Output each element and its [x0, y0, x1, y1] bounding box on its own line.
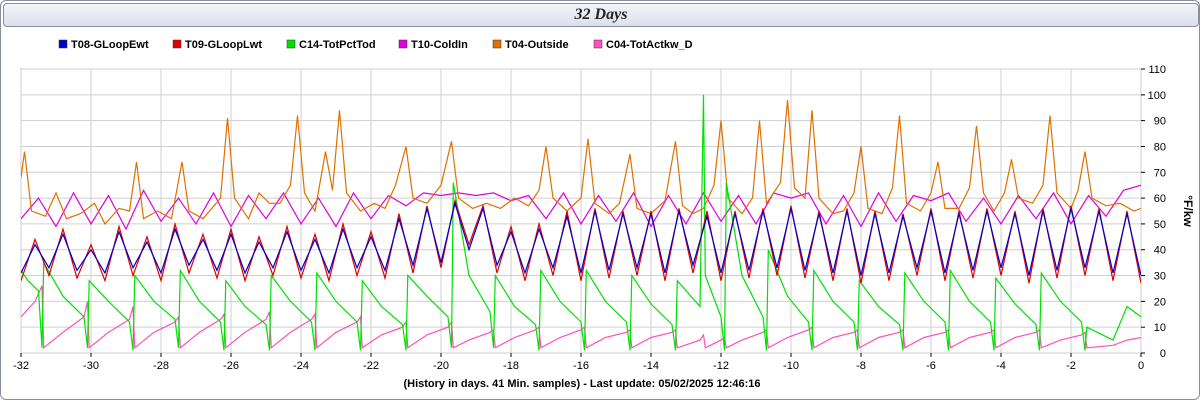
legend-label: T10-ColdIn	[411, 39, 468, 51]
y-tick-label: 10	[1154, 322, 1166, 334]
y-axis-label: °F/kw	[1181, 195, 1195, 227]
footer-text: (History in days. 41 Min. samples) - Las…	[403, 378, 760, 390]
y-tick-label: 50	[1154, 219, 1166, 231]
x-tick-label: -22	[363, 360, 379, 372]
x-tick-label: -24	[293, 360, 309, 372]
legend-swatch	[492, 39, 502, 49]
x-tick-label: -6	[926, 360, 936, 372]
title-bar: 32 Days	[3, 3, 1199, 27]
x-tick-label: -2	[1066, 360, 1076, 372]
legend-swatch	[593, 39, 603, 49]
legend-label: T08-GLoopEwt	[71, 39, 149, 51]
x-tick-label: -16	[573, 360, 589, 372]
y-tick-label: 80	[1154, 141, 1166, 153]
legend-label: C04-TotActkw_D	[606, 39, 693, 51]
x-tick-label: -8	[856, 360, 866, 372]
y-tick-label: 70	[1154, 167, 1166, 179]
legend-label: T04-Outside	[505, 39, 569, 51]
series-line-t08-gloopewt	[21, 200, 1141, 276]
y-tick-label: 100	[1148, 90, 1166, 102]
x-tick-label: -30	[83, 360, 99, 372]
legend-swatch	[172, 39, 182, 49]
chart-title: 32 Days	[574, 6, 628, 23]
x-tick-label: -18	[503, 360, 519, 372]
legend-swatch	[286, 39, 296, 49]
y-tick-label: 60	[1154, 193, 1166, 205]
series-line-t04-outside	[21, 99, 1141, 225]
x-tick-label: 0	[1138, 360, 1144, 372]
legend-label: T09-GLoopLwt	[185, 39, 262, 51]
y-tick-label: 90	[1154, 116, 1166, 128]
y-tick-label: 20	[1154, 296, 1166, 308]
y-tick-label: 40	[1154, 245, 1166, 257]
y-tick-label: 30	[1154, 271, 1166, 283]
x-tick-label: -28	[153, 360, 169, 372]
series-line-c14-totpcttod	[21, 94, 1141, 351]
legend-label: C14-TotPctTod	[299, 39, 376, 51]
x-tick-label: -14	[643, 360, 659, 372]
legend-swatch	[398, 39, 408, 49]
x-tick-label: -10	[783, 360, 799, 372]
x-tick-label: -32	[13, 360, 29, 372]
x-tick-label: -12	[713, 360, 729, 372]
series-line-t10-coldin	[21, 184, 1141, 231]
x-tick-label: -4	[996, 360, 1006, 372]
x-tick-label: -26	[223, 360, 239, 372]
x-tick-label: -20	[433, 360, 449, 372]
y-tick-label: 0	[1160, 348, 1166, 360]
y-tick-label: 110	[1148, 64, 1166, 76]
legend-swatch	[58, 39, 68, 49]
grid	[20, 68, 1142, 354]
